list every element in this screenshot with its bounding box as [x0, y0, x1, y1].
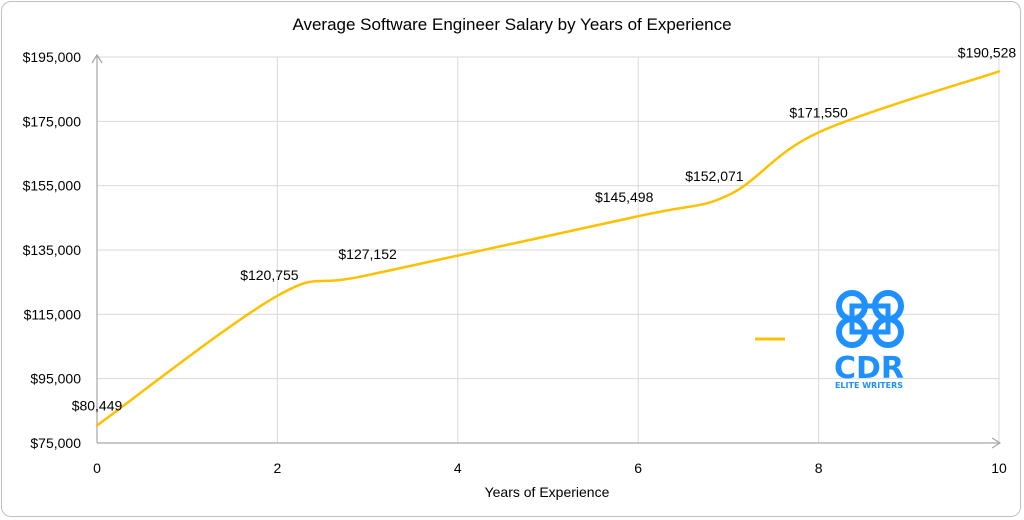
y-tick-label: $135,000 [23, 242, 82, 258]
data-label: $120,755 [240, 267, 299, 283]
data-label: $171,550 [789, 104, 848, 120]
series-line [95, 70, 1001, 427]
x-axis-arrow-icon [991, 437, 1002, 449]
y-tick-label: $95,000 [30, 371, 81, 387]
data-label: $127,152 [338, 246, 397, 262]
y-tick-label: $155,000 [23, 178, 82, 194]
x-tick-label: 2 [274, 460, 282, 476]
y-tick-label: $115,000 [24, 306, 82, 322]
data-label: $80,449 [72, 398, 123, 414]
y-tick-label: $195,000 [23, 49, 82, 65]
data-labels: $80,449 $120,755 $127,152 $145,498 $152,071 $… [72, 44, 1017, 413]
x-axis-title: Years of Experience [485, 484, 610, 500]
logo-tagline: ELITE WRITERS [835, 381, 903, 390]
y-tick-labels: $75,000 $95,000 $115,000 $135,000 $155,000 $1… [23, 49, 82, 451]
data-label: $152,071 [685, 168, 744, 184]
data-label: $190,528 [958, 44, 1017, 60]
x-tick-label: 4 [454, 460, 462, 476]
x-tick-label: 8 [815, 460, 823, 476]
logo-emblem-icon [836, 290, 904, 348]
cdr-logo: CDR ELITE WRITERS [834, 290, 904, 390]
axes [91, 53, 1002, 449]
x-tick-label: 10 [991, 460, 1007, 476]
x-tick-labels: 0 2 4 6 8 10 [93, 460, 1007, 476]
series-layer [95, 70, 1001, 427]
logo-text: CDR [834, 351, 904, 386]
data-label: $145,498 [595, 189, 654, 205]
x-tick-label: 6 [634, 460, 642, 476]
y-tick-label: $75,000 [30, 435, 81, 451]
y-tick-label: $175,000 [23, 113, 82, 129]
y-axis-arrow-icon [91, 53, 103, 64]
x-tick-label: 0 [93, 460, 101, 476]
chart-title: Average Software Engineer Salary by Year… [292, 15, 731, 34]
